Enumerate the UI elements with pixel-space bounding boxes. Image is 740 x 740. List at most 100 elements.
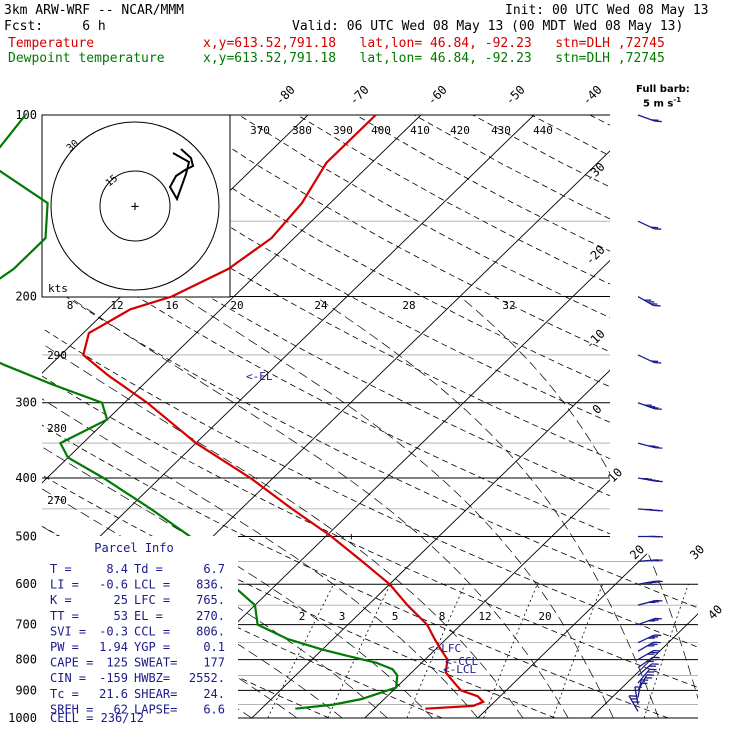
theta-label: 380 (292, 124, 312, 137)
wind-barbs (628, 114, 664, 712)
dry-adiabat (42, 115, 698, 718)
parcel-label: SHEAR= (134, 687, 177, 701)
wind-barb (637, 295, 661, 307)
wind-barb (637, 599, 663, 606)
dry-adiabat (42, 115, 698, 718)
wind-barb (637, 668, 657, 684)
mixing-ratio-line (267, 584, 334, 718)
hodograph-origin: + (131, 199, 139, 215)
level-marker-lfc: <-LFC (428, 642, 461, 655)
isotherm-label: -50 (503, 83, 528, 108)
parcel-value: -159 (99, 671, 128, 685)
wind-barb (637, 617, 662, 626)
dry-adiabat (472, 115, 698, 718)
parcel-label: YGP = (134, 640, 170, 654)
wind-barb (637, 114, 662, 123)
parcel-label: PW = (50, 640, 79, 654)
hodograph-trace (168, 148, 195, 202)
parcel-value: -0.6 (99, 578, 128, 592)
dry-adiabat (589, 115, 698, 718)
speed-tick-label: 8 (67, 299, 74, 312)
dewpoint-location: x,y=613.52,791.18 lat,lon= 46.84, -92.23… (203, 51, 665, 66)
hodograph-ring (99, 170, 171, 242)
parcel-value: 177 (203, 656, 225, 670)
valid-time: Valid: 06 UTC Wed 08 May 13 (00 MDT Wed … (292, 19, 684, 34)
mixing-ratio-label: 2 (299, 610, 306, 623)
parcel-value: 2552. (189, 671, 225, 685)
dry-adiabat (63, 115, 698, 718)
theta-label: 390 (333, 124, 353, 137)
parcel-value: 1.94 (99, 640, 128, 654)
parcel-label: LI = (50, 578, 79, 592)
isotherm-label: -70 (347, 83, 372, 108)
temperature-legend: Temperature (8, 36, 95, 51)
parcel-label: LCL = (134, 578, 170, 592)
barb-shaft (634, 686, 639, 705)
wind-barb (637, 442, 663, 449)
dry-adiabat (414, 115, 698, 718)
wind-barb (637, 220, 662, 230)
dry-adiabat (238, 115, 698, 718)
parcel-info-box: Parcel Info T = 8.4 Td = 6.7 LI = -0.6 LCL = 836… (42, 536, 238, 726)
hodograph-frame (41, 114, 231, 298)
parcel-marker: + (348, 530, 355, 543)
parcel-box-bg (42, 536, 238, 726)
dewpoint-legend: Dewpoint temperature (8, 51, 165, 66)
parcel-value: 62 (114, 702, 128, 716)
moist-adiabat (42, 296, 298, 718)
wind-barb (637, 649, 661, 661)
parcel-value: 6.6 (203, 702, 225, 716)
parcel-value: 806. (196, 624, 225, 638)
isotherm-label: 30 (687, 542, 707, 562)
parcel-value: -0.3 (99, 624, 128, 638)
isotherm (251, 115, 698, 718)
parcel-label: CIN = (50, 671, 86, 685)
wind-legend-exponent: -1 (673, 96, 682, 104)
forecast-hour: Fcst: 6 h (4, 19, 106, 34)
mixing-ratio-label: 8 (439, 610, 446, 623)
mixing-ratio-label: 12 (478, 610, 491, 623)
pressure-label: 500 (15, 529, 37, 543)
parcel-value: 0.1 (203, 640, 225, 654)
isotherm-label: -40 (580, 83, 605, 108)
wind-barb (637, 477, 663, 483)
isotherm-label: 20 (627, 542, 647, 562)
parcel-label: EL = (134, 609, 163, 623)
theta-label: 280 (47, 422, 67, 435)
wind-barb (637, 641, 661, 652)
theta-label: 270 (47, 494, 67, 507)
wind-barb (637, 634, 662, 644)
parcel-label: Td = (134, 562, 163, 576)
parcel-label: LFC = (134, 593, 170, 607)
wind-barb (637, 656, 660, 669)
mixing-ratio-label: 5 (392, 610, 399, 623)
pressure-label: 700 (15, 618, 37, 632)
mixing-ratio-label: 3 (339, 610, 346, 623)
isotherm (42, 115, 535, 718)
mixing-ratio-line (552, 584, 603, 718)
barb-shaft (628, 695, 639, 712)
wind-barb (637, 354, 662, 364)
temperature-curve (82, 114, 486, 710)
moist-adiabat (315, 296, 659, 718)
wind-barb (637, 508, 663, 512)
dry-adiabat (42, 115, 556, 718)
parcel-title: Parcel Info (94, 541, 173, 555)
parcel-label: CAPE = (50, 656, 93, 670)
speed-tick-label: 16 (165, 299, 178, 312)
wind-barb (637, 580, 663, 585)
wind-barb (634, 686, 642, 705)
parcel-label: LAPSE= (134, 702, 177, 716)
isotherm-label: -10 (583, 327, 608, 352)
parcel-label: CCL = (134, 624, 170, 638)
pressure-label: 400 (15, 471, 37, 485)
level-marker-lcl: <-LCL (443, 663, 476, 676)
theta-label: 290 (47, 349, 67, 362)
wind-legend: Full barb: 5 m s-1 (636, 84, 690, 109)
wind-barb (637, 402, 662, 410)
theta-label: 440 (533, 124, 553, 137)
theta-label: 410 (410, 124, 430, 137)
temperature-location: x,y=613.52,791.18 lat,lon= 46.84, -92.23… (203, 36, 665, 51)
theta-label: 370 (250, 124, 270, 137)
isotherm-label: -80 (273, 83, 298, 108)
